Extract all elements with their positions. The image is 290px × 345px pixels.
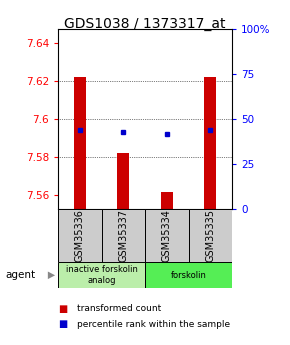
Bar [204, 77, 216, 209]
Text: GSM35337: GSM35337 [118, 209, 128, 262]
Bar [145, 262, 232, 288]
Bar [102, 209, 145, 262]
Text: inactive forskolin
analog: inactive forskolin analog [66, 265, 137, 285]
Text: percentile rank within the sample: percentile rank within the sample [77, 320, 230, 329]
Text: transformed count: transformed count [77, 304, 161, 313]
Bar [117, 154, 129, 209]
Bar [74, 77, 86, 209]
Bar [145, 209, 188, 262]
Text: forskolin: forskolin [171, 270, 206, 280]
Bar [161, 191, 173, 209]
Bar [58, 262, 145, 288]
Bar [58, 209, 102, 262]
Bar [188, 209, 232, 262]
Text: GSM35336: GSM35336 [75, 209, 85, 262]
Text: ■: ■ [58, 304, 67, 314]
Text: GSM35335: GSM35335 [205, 209, 215, 262]
Text: ■: ■ [58, 319, 67, 329]
Text: GDS1038 / 1373317_at: GDS1038 / 1373317_at [64, 17, 226, 31]
Text: agent: agent [6, 270, 36, 280]
Text: GSM35334: GSM35334 [162, 209, 172, 262]
